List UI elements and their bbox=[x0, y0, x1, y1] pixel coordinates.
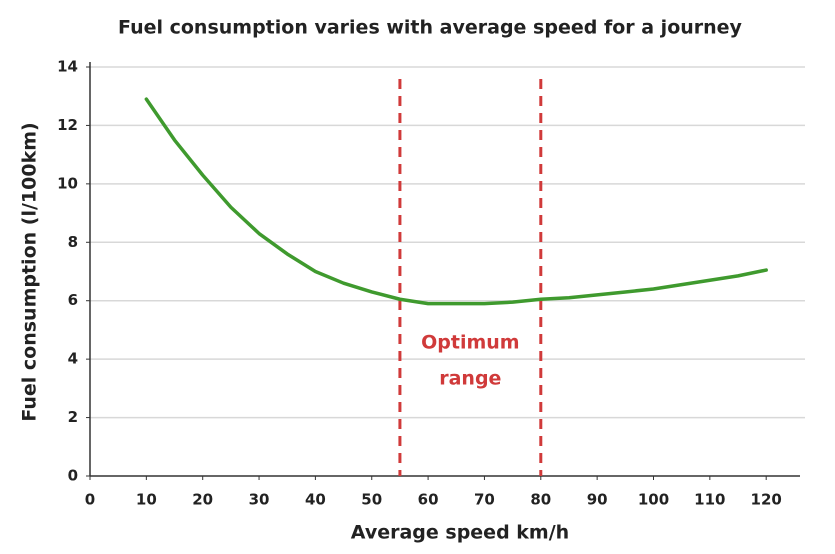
annotation: Optimum bbox=[421, 332, 519, 354]
y-tick-label: 4 bbox=[68, 350, 78, 368]
y-axis-label: Fuel consumption (l/100km) bbox=[19, 122, 41, 421]
x-tick-label: 30 bbox=[249, 491, 270, 509]
x-tick-label: 80 bbox=[530, 491, 551, 509]
x-axis-label: Average speed km/h bbox=[351, 522, 569, 544]
x-tick-label: 10 bbox=[136, 491, 157, 509]
x-tick-label: 20 bbox=[192, 491, 213, 509]
y-tick-label: 2 bbox=[68, 408, 78, 426]
y-tick-label: 14 bbox=[57, 58, 78, 76]
y-tick-label: 0 bbox=[68, 467, 78, 485]
y-tick-label: 8 bbox=[68, 233, 78, 251]
x-tick-label: 60 bbox=[418, 491, 439, 509]
x-tick-label: 50 bbox=[361, 491, 382, 509]
y-tick-label: 6 bbox=[68, 291, 78, 309]
x-tick-label: 70 bbox=[474, 491, 495, 509]
x-tick-label: 120 bbox=[751, 491, 782, 509]
x-tick-label: 110 bbox=[694, 491, 725, 509]
y-tick-label: 12 bbox=[57, 116, 78, 134]
chart-title: Fuel consumption varies with average spe… bbox=[118, 17, 743, 39]
annotation: range bbox=[439, 368, 501, 390]
data-line bbox=[144, 97, 768, 306]
x-tick-label: 40 bbox=[305, 491, 326, 509]
x-tick-label: 90 bbox=[587, 491, 608, 509]
x-tick-label: 0 bbox=[85, 491, 95, 509]
y-tick-label: 10 bbox=[57, 174, 78, 192]
x-tick-label: 100 bbox=[638, 491, 669, 509]
